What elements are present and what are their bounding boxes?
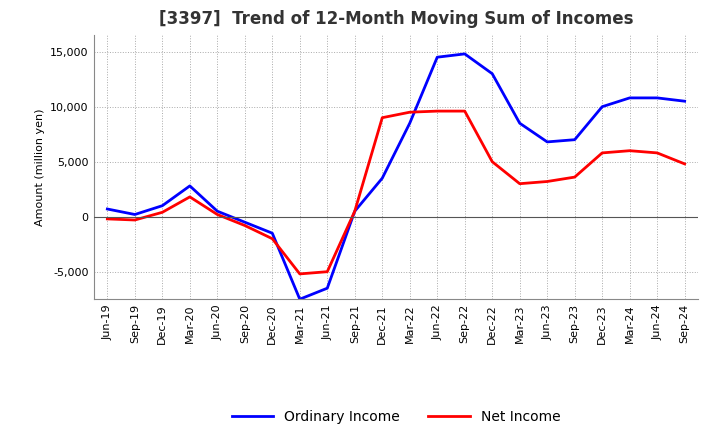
Ordinary Income — [543, 139, 552, 144]
Net Income — [268, 236, 276, 241]
Ordinary Income — [405, 121, 414, 126]
Ordinary Income — [433, 55, 441, 60]
Ordinary Income — [488, 71, 497, 76]
Line: Net Income: Net Income — [107, 111, 685, 274]
Net Income — [213, 212, 222, 217]
Ordinary Income — [351, 209, 359, 214]
Ordinary Income — [213, 209, 222, 214]
Net Income — [240, 223, 249, 228]
Title: [3397]  Trend of 12-Month Moving Sum of Incomes: [3397] Trend of 12-Month Moving Sum of I… — [158, 10, 634, 28]
Ordinary Income — [570, 137, 579, 142]
Ordinary Income — [158, 203, 166, 209]
Ordinary Income — [130, 212, 139, 217]
Net Income — [488, 159, 497, 165]
Line: Ordinary Income: Ordinary Income — [107, 54, 685, 299]
Net Income — [516, 181, 524, 187]
Net Income — [158, 210, 166, 215]
Net Income — [351, 209, 359, 214]
Ordinary Income — [295, 297, 304, 302]
Net Income — [130, 217, 139, 223]
Ordinary Income — [186, 183, 194, 188]
Ordinary Income — [323, 286, 332, 291]
Net Income — [598, 150, 606, 156]
Net Income — [653, 150, 662, 156]
Net Income — [186, 194, 194, 200]
Ordinary Income — [653, 95, 662, 100]
Net Income — [405, 110, 414, 115]
Ordinary Income — [516, 121, 524, 126]
Ordinary Income — [680, 99, 689, 104]
Net Income — [103, 216, 112, 221]
Net Income — [433, 108, 441, 114]
Ordinary Income — [268, 231, 276, 236]
Net Income — [295, 271, 304, 277]
Ordinary Income — [598, 104, 606, 109]
Net Income — [323, 269, 332, 275]
Net Income — [460, 108, 469, 114]
Ordinary Income — [626, 95, 634, 100]
Net Income — [626, 148, 634, 153]
Legend: Ordinary Income, Net Income: Ordinary Income, Net Income — [226, 404, 566, 429]
Net Income — [543, 179, 552, 184]
Net Income — [570, 174, 579, 180]
Net Income — [378, 115, 387, 120]
Y-axis label: Amount (million yen): Amount (million yen) — [35, 108, 45, 226]
Ordinary Income — [460, 51, 469, 56]
Net Income — [680, 161, 689, 166]
Ordinary Income — [103, 206, 112, 212]
Ordinary Income — [240, 220, 249, 225]
Ordinary Income — [378, 176, 387, 181]
